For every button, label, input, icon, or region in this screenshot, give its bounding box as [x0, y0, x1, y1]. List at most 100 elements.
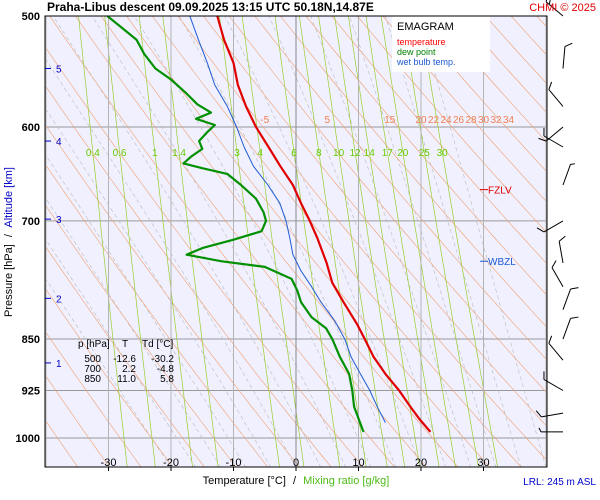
wind-barb-staff: [558, 241, 564, 263]
altitude-tick-label: 5: [56, 64, 62, 75]
mixing-ratio-label: 25: [419, 148, 431, 159]
wind-barb: [535, 410, 564, 418]
dry-adiabat-line: [45, 203, 237, 467]
y-axis-label-altitude: Altitude [km]: [3, 167, 15, 228]
mixing-ratio-line: [298, 16, 367, 467]
mixing-ratio-line: [365, 16, 440, 467]
dry-adiabat-label: 24: [440, 115, 452, 126]
wind-barb: [562, 316, 579, 340]
dry-adiabat-line: [408, 16, 547, 173]
mixing-ratio-label: 10: [333, 148, 345, 159]
dry-adiabat-label: 26: [453, 115, 465, 126]
temperature-tick-label: -20: [163, 457, 179, 469]
dry-adiabat-label: 5: [324, 115, 330, 126]
moist-adiabat-line: [45, 153, 246, 467]
mixing-ratio-label: 30: [437, 148, 449, 159]
dry-adiabat-line: [331, 16, 547, 265]
wind-barb: [562, 163, 576, 186]
dry-adiabat-line: [356, 16, 547, 234]
dry-adiabat-label: 20: [415, 115, 427, 126]
table-cell: -4.8: [157, 364, 175, 375]
dry-adiabat-line: [578, 0, 600, 468]
wind-barb: [538, 427, 563, 433]
fzlv-label: FZLV: [488, 186, 512, 197]
moist-adiabat-line: [52, 16, 321, 467]
mixing-ratio-line: [219, 16, 280, 467]
mixing-ratio-line: [162, 16, 219, 467]
mixing-ratio-label: 20: [397, 148, 409, 159]
legend-item-dew-point: dew point: [397, 47, 436, 57]
wind-barb-staff: [543, 379, 564, 391]
mixing-ratio-label: 14: [364, 148, 376, 159]
mixing-ratio-line: [274, 16, 341, 467]
wind-barb: [551, 260, 564, 287]
wind-barb: [548, 335, 564, 361]
pressure-tick-label: 600: [22, 122, 40, 134]
wind-barb-staff: [548, 89, 564, 107]
mixing-ratio-line: [348, 16, 421, 467]
lrl-label: LRL: 245 m ASL: [523, 477, 596, 488]
legend-item-temperature: temperature: [397, 37, 446, 47]
wind-barb: [543, 127, 564, 148]
moist-adiabat-line: [268, 16, 447, 467]
table-cell: 500: [84, 354, 101, 365]
table-cell: -12.6: [113, 354, 136, 365]
mixing-ratio-line: [401, 16, 479, 467]
series-line-temperature: [216, 16, 432, 433]
legend-title: EMAGRAM: [397, 21, 454, 33]
wind-barb-flag: [538, 137, 547, 142]
dry-adiabat-line: [280, 16, 547, 328]
mixing-ratio-line: [380, 16, 456, 467]
background-line-labels: 0.4 0.6 1 1.4 3 4 6 8 10 12 14 17 20 25 30-5 5 15 20 22 24 2…: [86, 115, 515, 159]
dry-adiabat-label: 15: [384, 115, 396, 126]
legend-box: [392, 16, 490, 72]
table-cell: 11.0: [117, 374, 136, 385]
dry-adiabat-line: [45, 46, 364, 467]
wind-barb: [545, 0, 564, 17]
mixing-ratio-label: 3: [234, 148, 240, 159]
wind-barb-flag: [570, 287, 579, 290]
wind-barb-staff: [541, 412, 564, 418]
moist-adiabat-line: [178, 16, 397, 467]
moist-adiabat-line: [45, 196, 221, 467]
y-axis-label-separator: /: [3, 233, 15, 237]
altitude-tick-label: 1: [56, 359, 62, 370]
dry-adiabat-line: [75, 16, 427, 467]
wind-barb: [536, 220, 564, 233]
wind-barb-flag: [543, 371, 545, 380]
dry-adiabat-lines: [45, 0, 600, 468]
moist-adiabat-line: [349, 16, 497, 467]
dry-adiabat-label: 32: [490, 115, 502, 126]
wind-barb-staff: [543, 135, 564, 148]
wind-barb-flag: [548, 335, 553, 344]
mixing-ratio-label: 12: [350, 148, 362, 159]
y-axis-title: Pressure [hPa] / Altitude [km]: [3, 167, 15, 317]
legend-item-wet-bulb: wet bulb temp.: [396, 57, 456, 67]
dry-adiabat-line: [45, 245, 205, 467]
wbzl-label: WBZL: [488, 257, 516, 268]
wind-barb-flag: [545, 0, 549, 2]
temperature-tick-label: 0: [293, 457, 299, 469]
mixing-ratio-label: 1: [152, 148, 158, 159]
data-table: p [hPa] T Td [°C] 500 -12.6 -30.2 700 2.…: [78, 339, 174, 385]
wind-barb-half-flag: [538, 427, 542, 433]
dry-adiabat-line: [459, 16, 547, 114]
mixing-ratio-label: 17: [382, 148, 394, 159]
wind-barb: [562, 42, 573, 69]
pressure-tick-label: 925: [22, 386, 40, 398]
wind-barb: [548, 81, 564, 107]
altitude-tick-label: 4: [56, 137, 62, 148]
wind-barb-staff: [548, 343, 564, 361]
wind-barb-staff: [562, 318, 571, 340]
temperature-axis-ticks: -30 -20 -10 0 10 20 30: [101, 457, 490, 471]
wind-barb: [558, 235, 566, 263]
moist-adiabat-line: [45, 237, 196, 467]
moist-adiabat-line: [45, 57, 296, 467]
x-axis-title: Temperature [°C] / Mixing ratio [g/kg]: [203, 475, 390, 487]
table-header-t: T: [122, 339, 128, 350]
moist-adiabat-line: [91, 16, 346, 467]
dry-adiabat-label: 30: [478, 115, 490, 126]
table-header-p: p [hPa]: [78, 339, 110, 350]
y-axis-label-pressure: Pressure [hPa]: [3, 244, 15, 317]
